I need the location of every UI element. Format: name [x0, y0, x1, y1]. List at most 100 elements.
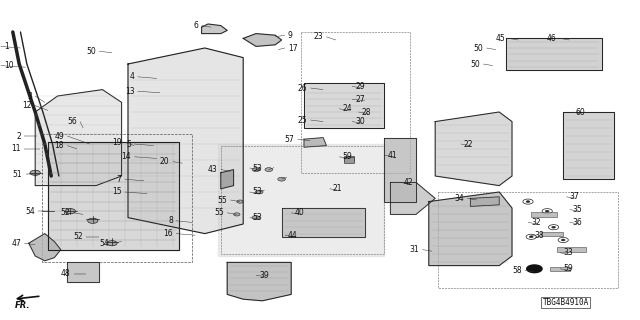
Text: 59: 59: [342, 152, 352, 161]
Text: 34: 34: [454, 194, 464, 203]
Polygon shape: [35, 90, 122, 186]
Text: 15: 15: [112, 188, 122, 196]
Circle shape: [265, 168, 273, 172]
Polygon shape: [563, 112, 614, 179]
Text: 5: 5: [126, 140, 131, 148]
Bar: [344, 156, 354, 161]
Text: 60: 60: [576, 108, 586, 116]
Text: 21: 21: [333, 184, 342, 193]
Polygon shape: [470, 197, 499, 206]
Text: 47: 47: [12, 239, 21, 248]
Text: 29: 29: [355, 82, 365, 91]
Circle shape: [107, 241, 117, 246]
Text: 46: 46: [547, 34, 557, 43]
Text: 20: 20: [160, 157, 170, 166]
Text: 40: 40: [294, 208, 304, 217]
Text: 55: 55: [218, 196, 227, 204]
Circle shape: [88, 218, 98, 223]
Text: 58: 58: [512, 266, 522, 275]
Text: 54: 54: [99, 239, 109, 248]
Text: 45: 45: [496, 34, 506, 43]
Text: FR.: FR.: [15, 301, 30, 310]
Text: 35: 35: [573, 205, 582, 214]
Text: 54: 54: [26, 207, 35, 216]
Polygon shape: [243, 34, 282, 46]
Text: 26: 26: [298, 84, 307, 92]
Text: 12: 12: [22, 101, 32, 110]
Bar: [557, 247, 586, 252]
Text: TBG4B4910A: TBG4B4910A: [543, 298, 589, 307]
Circle shape: [30, 170, 40, 175]
Polygon shape: [227, 262, 291, 301]
Text: 18: 18: [54, 141, 64, 150]
Polygon shape: [282, 208, 365, 237]
Text: 37: 37: [570, 192, 579, 201]
Text: 44: 44: [288, 231, 298, 240]
Text: 13: 13: [125, 87, 134, 96]
Text: 55: 55: [214, 208, 224, 217]
Polygon shape: [384, 138, 416, 202]
Circle shape: [552, 226, 556, 228]
Polygon shape: [390, 182, 435, 214]
Text: 22: 22: [464, 140, 474, 148]
Circle shape: [278, 177, 285, 181]
Text: 50: 50: [86, 47, 96, 56]
Circle shape: [65, 209, 76, 214]
Text: 53: 53: [253, 213, 262, 222]
Polygon shape: [429, 192, 512, 266]
Text: 56: 56: [67, 117, 77, 126]
Text: 11: 11: [12, 144, 21, 153]
Text: 25: 25: [298, 116, 307, 124]
Circle shape: [252, 216, 260, 220]
Polygon shape: [304, 138, 326, 147]
Text: 50: 50: [470, 60, 480, 68]
Circle shape: [255, 190, 263, 194]
Text: 30: 30: [355, 117, 365, 126]
Text: 1: 1: [4, 42, 8, 51]
Text: 31: 31: [410, 245, 419, 254]
Text: 32: 32: [531, 218, 541, 227]
Text: 33: 33: [563, 248, 573, 257]
Text: 36: 36: [573, 218, 582, 227]
Circle shape: [561, 239, 565, 241]
Text: 19: 19: [112, 138, 122, 147]
Circle shape: [234, 213, 240, 216]
Text: 43: 43: [208, 165, 218, 174]
Text: 38: 38: [534, 231, 544, 240]
Text: 23: 23: [314, 32, 323, 41]
Text: 24: 24: [342, 104, 352, 113]
Bar: [550, 267, 570, 271]
Bar: [344, 157, 354, 163]
Polygon shape: [128, 48, 243, 234]
Text: 4: 4: [129, 72, 134, 81]
Text: 6: 6: [193, 21, 198, 30]
Text: 8: 8: [168, 216, 173, 225]
Text: 28: 28: [362, 108, 371, 116]
Text: 14: 14: [122, 152, 131, 161]
Text: 50: 50: [474, 44, 483, 52]
Polygon shape: [435, 112, 512, 186]
Bar: [541, 232, 563, 236]
Text: 52: 52: [61, 208, 70, 217]
Text: 57: 57: [285, 135, 294, 144]
Text: 9: 9: [288, 31, 293, 40]
Polygon shape: [48, 142, 179, 250]
Circle shape: [526, 201, 530, 203]
Polygon shape: [221, 170, 234, 189]
Polygon shape: [29, 234, 61, 261]
Polygon shape: [202, 24, 227, 34]
Circle shape: [237, 200, 243, 203]
Polygon shape: [506, 38, 602, 70]
Circle shape: [529, 236, 533, 238]
Text: 27: 27: [355, 95, 365, 104]
Text: 52: 52: [74, 232, 83, 241]
Text: 48: 48: [61, 269, 70, 278]
Text: 42: 42: [403, 178, 413, 187]
Circle shape: [527, 265, 542, 273]
Text: 59: 59: [563, 264, 573, 273]
Polygon shape: [304, 83, 384, 128]
Text: 53: 53: [253, 188, 262, 196]
Text: 3: 3: [27, 92, 32, 100]
Polygon shape: [67, 262, 99, 282]
Circle shape: [545, 210, 549, 212]
